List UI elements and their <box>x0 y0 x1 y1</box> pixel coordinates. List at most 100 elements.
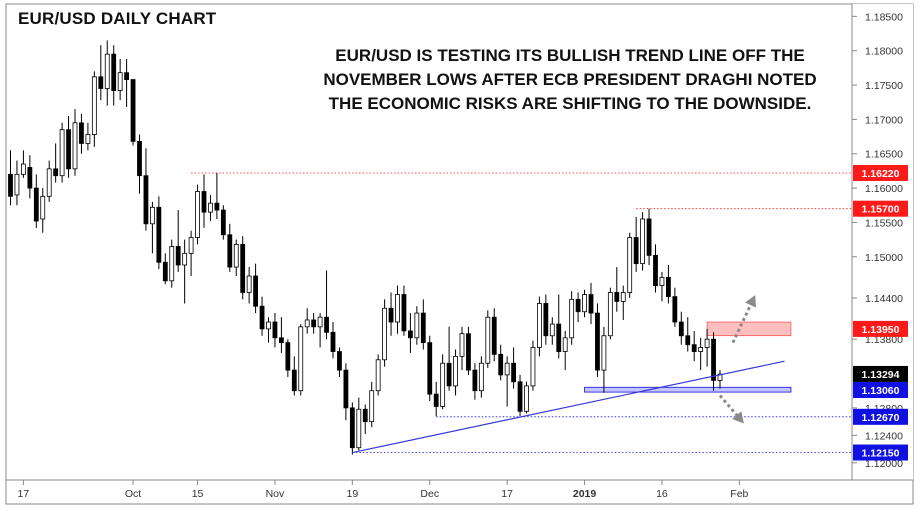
candle-down <box>685 335 691 346</box>
candle-up <box>698 347 704 352</box>
candle-down <box>575 298 581 313</box>
candle-down <box>672 296 678 323</box>
down-arrow-head <box>732 411 744 424</box>
candle-up <box>117 72 123 91</box>
candle-down <box>349 407 355 449</box>
annotation-line-3: THE ECONOMIC RISKS ARE SHIFTING TO THE D… <box>328 94 812 113</box>
price-label-box <box>853 164 908 181</box>
candle-up <box>104 53 110 89</box>
candle-down <box>111 53 117 91</box>
candle-down <box>543 303 549 337</box>
time-tick-label: 17 <box>18 488 30 500</box>
time-tick-label: Oct <box>125 488 141 500</box>
candle-down <box>278 337 284 344</box>
price-tick-label: 1.12400 <box>865 430 903 442</box>
candle-up <box>562 337 568 352</box>
candle-up <box>59 129 65 177</box>
candle-up <box>375 359 381 392</box>
price-tick-label: 1.13800 <box>865 334 903 346</box>
price-tick-label: 1.18500 <box>865 11 903 23</box>
candle-down <box>653 254 658 287</box>
candle-up <box>169 246 175 282</box>
candle-up <box>369 390 375 423</box>
candle-down <box>388 307 394 323</box>
up-arrow-shaft <box>731 300 754 344</box>
candle-down <box>427 342 433 395</box>
candle-down <box>588 294 594 314</box>
candle-down <box>27 167 33 189</box>
price-tick-label: 1.17000 <box>865 114 903 126</box>
price-tick-label: 1.16000 <box>865 183 903 195</box>
time-tick-label: Dec <box>420 488 439 500</box>
candle-down <box>330 331 336 352</box>
candle-up <box>440 362 446 407</box>
candle-down <box>711 338 716 381</box>
candle-up <box>582 294 587 313</box>
price-label-text: 1.12670 <box>862 412 900 424</box>
price-tick-label: 1.15000 <box>865 252 903 264</box>
candle-up <box>478 362 484 392</box>
price-label-text: 1.16220 <box>862 168 900 180</box>
candle-down <box>240 244 246 293</box>
candle-down <box>137 140 142 177</box>
candle-down <box>124 72 129 80</box>
candle-up <box>524 385 529 412</box>
candle-down <box>98 76 104 89</box>
candle-down <box>311 319 317 328</box>
down-arrow-shaft <box>718 394 741 420</box>
candle-up <box>549 323 555 337</box>
candle-down <box>362 408 368 423</box>
candle-up <box>72 122 78 170</box>
candle-down <box>466 333 471 371</box>
candle-down <box>472 369 478 392</box>
candle-down <box>614 292 620 302</box>
candle-up <box>91 76 97 135</box>
annotation-line-2: NOVEMBER LOWS AFTER ECB PRESIDENT DRAGHI… <box>323 70 817 89</box>
candle-down <box>491 316 497 355</box>
price-label-text: 1.13294 <box>862 369 900 381</box>
candle-down <box>79 122 84 144</box>
candle-down <box>517 381 523 412</box>
candle-up <box>149 206 155 225</box>
candle-up <box>20 163 26 175</box>
candle-down <box>156 206 162 263</box>
candle-down <box>446 362 452 387</box>
candle-up <box>182 252 188 266</box>
candle-up <box>195 191 200 238</box>
time-tick-label: 2019 <box>573 488 597 500</box>
candle-down <box>220 209 226 236</box>
candle-up <box>627 237 633 293</box>
candle-up <box>266 321 271 330</box>
candle-up <box>537 303 542 348</box>
projection-arrows <box>718 295 756 424</box>
candle-up <box>459 333 465 357</box>
candle-up <box>659 276 665 287</box>
price-labels: 1.16220 1.15700 1.13950 1.13294 1.13060 1.126… <box>853 164 908 461</box>
time-tick-label: Feb <box>730 488 748 500</box>
candle-down <box>285 342 291 371</box>
candle-up <box>704 338 710 348</box>
candle-down <box>691 344 697 352</box>
candles <box>8 40 723 455</box>
bullish-trend-line <box>352 360 785 454</box>
candle-up <box>298 326 304 392</box>
candle-up <box>233 244 239 268</box>
candle-up <box>85 134 91 144</box>
time-axis-ticks: 17 Oct 15 Nov 19 Dec 17 2019 16 Feb <box>18 480 749 500</box>
time-tick-label: Nov <box>266 488 285 500</box>
price-label-box <box>853 200 908 217</box>
candle-down <box>498 353 504 376</box>
price-tick-label: 1.12000 <box>865 458 903 470</box>
price-label-box <box>853 444 908 461</box>
price-axis-panel <box>852 4 913 480</box>
candle-down <box>272 321 278 339</box>
candle-down <box>66 129 71 170</box>
candle-down <box>143 175 149 225</box>
candle-down <box>337 351 342 371</box>
candle-up <box>640 218 645 265</box>
candle-down <box>666 276 671 298</box>
candle-up <box>356 408 362 449</box>
candle-up <box>395 294 400 323</box>
candle-down <box>53 168 59 177</box>
